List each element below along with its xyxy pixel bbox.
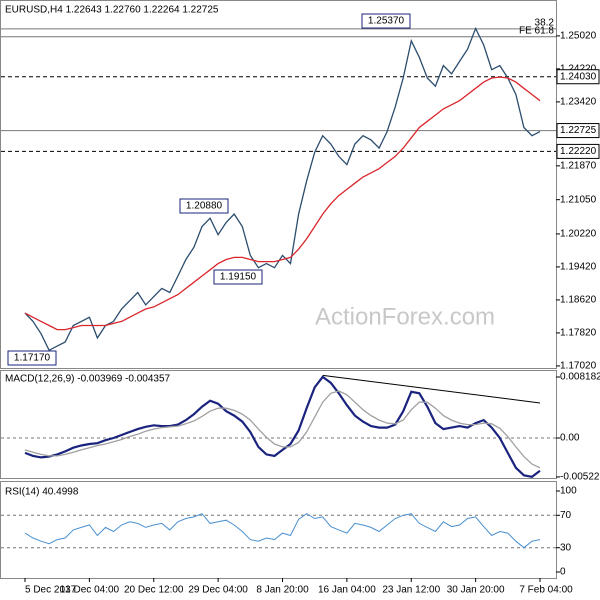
level-label: 1.22725 [560,125,597,136]
annotation-label: 1.20880 [186,201,223,212]
y-tick-label: 1.17020 [560,361,597,372]
annotation-box [361,13,411,29]
level-label: 38.2 [535,18,555,29]
y-tick-label: 1.25020 [560,31,597,42]
watermark: ActionForex.com [315,303,495,330]
series-line [24,513,541,549]
y-tick-label: 1.17820 [560,328,597,339]
x-tick-label: 16 Jan 04:00 [318,585,376,596]
y-tick-label: 0.00 [560,433,580,444]
series-line [24,375,541,478]
annotation-box [179,198,229,214]
annotation-box [213,269,263,285]
x-tick-label: 30 Jan 20:00 [447,585,505,596]
x-tick-label: 23 Jan 12:00 [382,585,440,596]
price-title: EURUSD,H4 1.22643 1.22760 1.22264 1.2272… [5,5,219,16]
level-box [556,143,600,159]
x-tick-label: 13 Dec 04:00 [60,585,120,596]
macd-title: MACD(12,26,9) -0.003969 -0.004357 [5,374,171,385]
y-tick-label: 0 [560,567,566,578]
y-tick-label: 30 [560,542,572,553]
series-line [24,390,541,469]
annotation-box [7,350,57,366]
rsi-title: RSI(14) 40.4998 [5,487,79,498]
y-tick-label: 1.24220 [560,64,597,75]
level-label: FE 61.8 [519,25,554,36]
rsi-panel [0,481,557,579]
series-line [24,26,541,352]
trendline [322,374,541,404]
annotation-label: 1.25370 [368,16,405,27]
level-box [556,123,600,139]
y-tick-label: 0.008182 [560,372,600,383]
y-tick-label: 70 [560,510,572,521]
y-tick-label: 1.23420 [560,97,597,108]
level-box [556,69,600,85]
y-tick-label: -0.005223 [560,472,600,483]
y-tick-label: 1.21870 [560,160,597,171]
y-tick-label: 1.21050 [560,194,597,205]
x-tick-label: 7 Feb 04:00 [519,585,573,596]
macd-panel [0,370,557,479]
level-label: 1.22220 [560,146,597,157]
y-tick-label: 1.19420 [560,262,597,273]
level-label: 1.24030 [560,71,597,82]
price-panel [0,0,557,369]
y-tick-label: 1.20220 [560,229,597,240]
series-line [24,76,541,331]
y-tick-label: 100 [560,486,577,497]
annotation-label: 1.17170 [14,353,51,364]
annotation-label: 1.19150 [220,272,257,283]
x-tick-label: 20 Dec 12:00 [124,585,184,596]
y-tick-label: 1.18620 [560,295,597,306]
x-tick-label: 8 Jan 20:00 [256,585,309,596]
x-tick-label: 29 Dec 04:00 [188,585,248,596]
x-tick-label: 5 Dec 2017 [25,585,77,596]
